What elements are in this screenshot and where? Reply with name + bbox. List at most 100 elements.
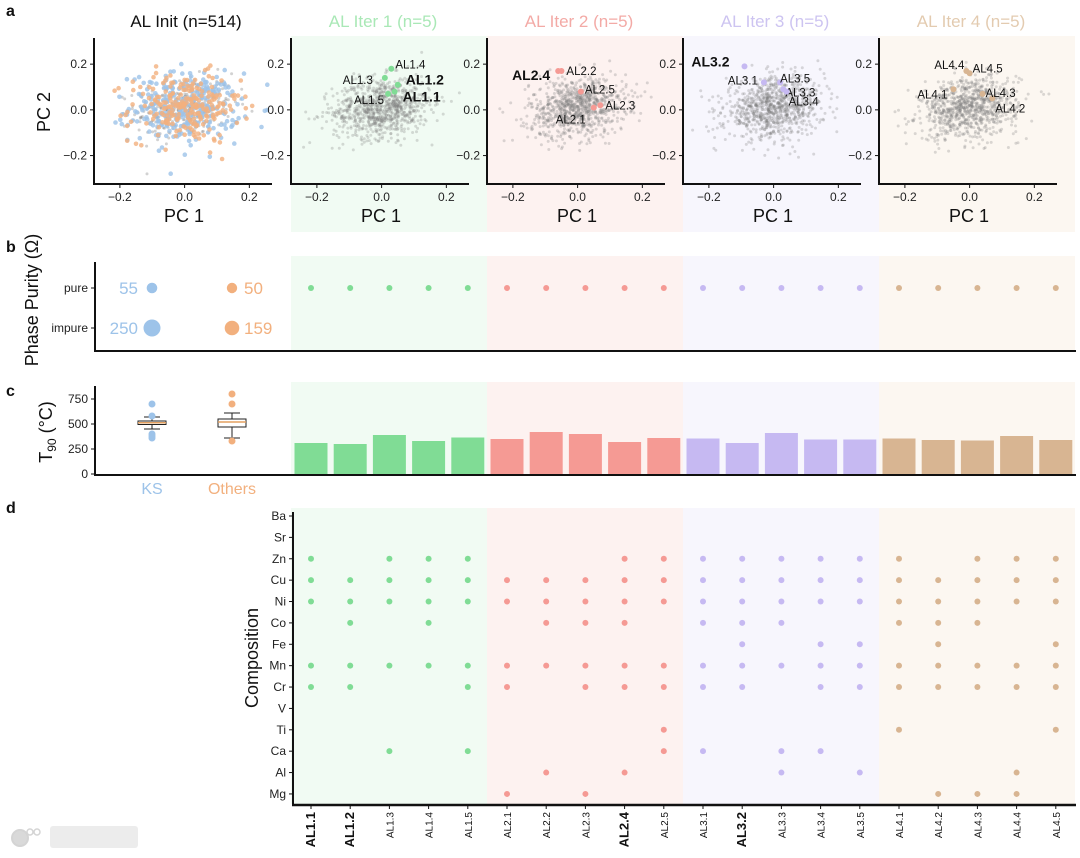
background-point [365, 134, 369, 137]
background-point [365, 98, 369, 102]
background-point [355, 100, 358, 104]
background-point [347, 116, 351, 120]
background-point [556, 99, 560, 103]
background-point [574, 83, 578, 87]
background-point [594, 78, 598, 82]
background-point [559, 120, 563, 124]
background-point [776, 67, 780, 71]
background-point [400, 117, 404, 121]
background-point [394, 65, 398, 69]
background-point [378, 123, 382, 126]
background-point [597, 121, 601, 125]
background-point [397, 79, 401, 83]
background-point [771, 83, 775, 87]
background-point [376, 140, 380, 143]
background-point [1024, 97, 1028, 101]
element-label: Zn [272, 552, 286, 566]
background-point [562, 109, 566, 113]
background-point [401, 96, 404, 99]
background-point [367, 124, 371, 128]
others-point [146, 95, 152, 101]
background-point [785, 113, 789, 117]
background-point [600, 100, 604, 103]
background-point [558, 100, 562, 103]
iter-4-background [879, 36, 1075, 232]
background-point [798, 88, 802, 92]
background-point [562, 132, 566, 136]
background-point [787, 104, 791, 108]
background-point [580, 124, 584, 128]
background-point [778, 116, 782, 120]
background-point [539, 112, 543, 116]
background-point [356, 122, 360, 126]
background-point [1009, 117, 1013, 121]
background-point [399, 119, 403, 123]
composition-dot [660, 577, 667, 584]
background-point [578, 96, 582, 100]
composition-dot [425, 619, 432, 626]
background-point [928, 113, 932, 117]
background-point [374, 124, 378, 128]
background-point [766, 124, 770, 128]
background-point [767, 93, 771, 97]
background-point [381, 96, 385, 100]
ks-point [180, 114, 185, 120]
background-point [751, 118, 755, 122]
background-point [341, 109, 345, 113]
background-point [757, 122, 761, 126]
background-point [781, 120, 785, 123]
background-point [570, 103, 574, 107]
y-tick-label: 0.2 [70, 57, 87, 71]
background-point [562, 108, 566, 112]
background-point [546, 134, 550, 138]
background-point [794, 103, 798, 107]
background-point [373, 89, 377, 93]
x-tick-label: 0.2 [634, 190, 651, 204]
background-point [414, 102, 418, 106]
background-point [577, 113, 581, 117]
background-point [578, 113, 582, 117]
background-point [337, 109, 341, 113]
background-point [197, 70, 201, 73]
background-point [587, 123, 591, 127]
background-point [324, 92, 328, 96]
background-point [585, 96, 589, 100]
background-point [801, 89, 805, 93]
background-point [529, 102, 533, 106]
background-point [564, 111, 568, 114]
background-point [983, 112, 987, 116]
background-point [576, 106, 580, 109]
background-point [371, 74, 374, 78]
background-point [538, 88, 542, 92]
background-point [355, 134, 359, 138]
background-point [536, 103, 540, 106]
background-point [813, 93, 817, 97]
background-point [356, 108, 360, 112]
background-point [374, 127, 378, 131]
others-point [209, 102, 215, 108]
background-point [378, 104, 382, 108]
panel-label-d: d [6, 500, 16, 517]
background-point [562, 108, 566, 112]
background-point [567, 99, 571, 103]
background-point [403, 119, 407, 123]
background-point [567, 117, 571, 120]
background-point [741, 92, 745, 96]
background-point [633, 91, 637, 95]
background-point [551, 81, 555, 85]
background-point [355, 99, 359, 103]
background-point [541, 107, 545, 111]
background-point [563, 93, 567, 97]
background-point [376, 98, 380, 102]
element-label: Ni [275, 595, 286, 609]
background-point [554, 81, 558, 85]
background-point [382, 95, 386, 99]
background-point [793, 65, 797, 69]
background-point [579, 114, 583, 118]
y-tick-label: −0.2 [63, 149, 87, 163]
background-point [797, 138, 801, 142]
background-point [729, 111, 733, 115]
background-point [607, 98, 611, 102]
background-point [200, 130, 204, 134]
background-point [389, 118, 393, 122]
